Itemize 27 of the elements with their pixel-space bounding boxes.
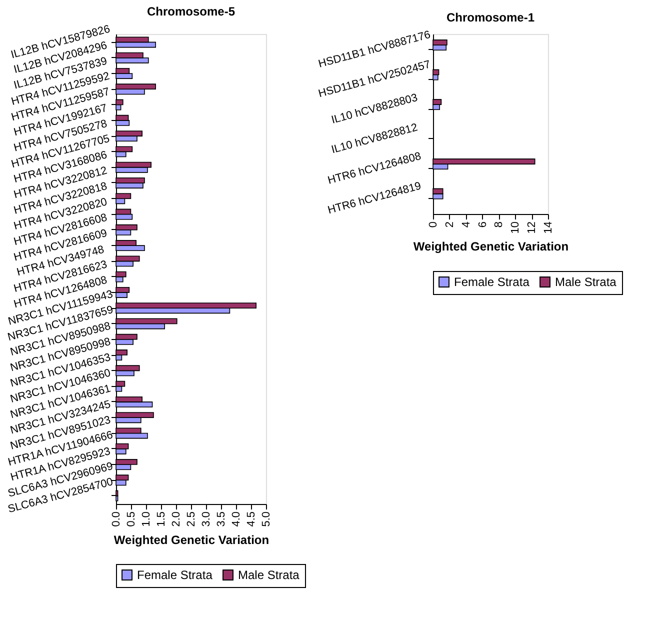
x-tick-label: 0 — [428, 222, 440, 228]
x-tick-label: 2.0 — [170, 512, 182, 527]
x-tick-label: 1.5 — [156, 512, 168, 527]
x-tick-label: 10 — [510, 222, 522, 234]
x-tick-label: 4 — [460, 222, 472, 228]
x-tick-label: 8 — [493, 222, 506, 228]
x-tick-label: 2 — [444, 222, 456, 228]
x-tick-label: 4.0 — [230, 512, 242, 527]
x-tick-label: 4.5 — [246, 512, 258, 527]
legend-label: Male Strata — [555, 275, 617, 289]
legend-label: Female Strata — [454, 275, 530, 289]
x-axis-title: Weighted Genetic Variation — [413, 240, 569, 254]
x-tick-label: 3.0 — [200, 512, 212, 527]
legend-label: Female Strata — [137, 568, 213, 582]
legend-label: Male Strata — [238, 568, 300, 582]
x-tick-label: 0.0 — [110, 512, 122, 527]
x-tick-label: 6 — [476, 222, 489, 228]
chart-title: Chromosome-5 — [146, 4, 236, 19]
x-tick-label: 5.0 — [260, 512, 272, 527]
x-tick-label: 2.5 — [186, 512, 198, 527]
chart-title: Chromosome-1 — [446, 10, 535, 24]
x-tick-label: 1.0 — [140, 512, 152, 527]
x-tick-label: 14 — [542, 222, 554, 234]
x-tick-label: 12 — [526, 222, 538, 234]
x-tick-label: 3.5 — [216, 512, 228, 527]
x-tick-label: 0.5 — [126, 512, 138, 527]
x-axis-title: Weighted Genetic Variation — [114, 532, 270, 547]
